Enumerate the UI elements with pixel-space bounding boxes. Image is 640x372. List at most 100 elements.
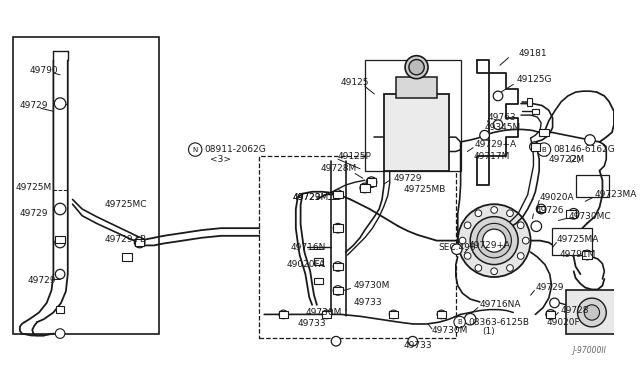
Circle shape	[530, 142, 539, 151]
Circle shape	[55, 237, 65, 248]
Bar	[365, 61, 461, 171]
Text: (1): (1)	[483, 327, 495, 336]
Circle shape	[333, 262, 343, 271]
Circle shape	[54, 98, 66, 109]
Circle shape	[464, 222, 471, 229]
Bar	[582, 251, 592, 259]
Text: SEC.490: SEC.490	[438, 243, 476, 252]
Bar	[259, 156, 456, 339]
Text: 49733: 49733	[298, 320, 326, 328]
Circle shape	[134, 237, 145, 248]
Text: J-97000II: J-97000II	[572, 346, 606, 355]
Bar	[537, 206, 545, 212]
Circle shape	[522, 237, 529, 244]
Circle shape	[333, 223, 343, 233]
Bar	[135, 239, 145, 246]
Circle shape	[409, 60, 424, 75]
Text: 49729: 49729	[535, 283, 564, 292]
Text: 08911-2062G: 08911-2062G	[205, 145, 266, 154]
Bar	[56, 306, 65, 313]
Bar	[532, 109, 539, 114]
Circle shape	[405, 56, 428, 79]
Circle shape	[475, 210, 482, 217]
Circle shape	[491, 268, 497, 275]
Text: <3>: <3>	[209, 155, 230, 164]
Text: 49020F: 49020F	[547, 318, 580, 327]
Text: 49125G: 49125G	[516, 75, 552, 84]
Text: (2): (2)	[568, 155, 580, 164]
Bar	[437, 311, 446, 318]
Circle shape	[585, 135, 595, 145]
Text: 49730M: 49730M	[432, 326, 468, 335]
Bar	[322, 311, 331, 318]
Circle shape	[546, 310, 556, 319]
Circle shape	[464, 253, 471, 259]
Bar	[360, 184, 369, 192]
Bar	[384, 94, 449, 171]
Text: 49723MA: 49723MA	[595, 190, 637, 199]
Circle shape	[332, 336, 341, 346]
Bar	[367, 178, 376, 186]
Circle shape	[322, 310, 331, 319]
Bar	[55, 236, 65, 244]
Circle shape	[507, 264, 513, 271]
Text: 49790: 49790	[29, 65, 58, 74]
Text: 49729+A: 49729+A	[468, 241, 511, 250]
Text: 49125: 49125	[341, 78, 369, 87]
Circle shape	[507, 210, 513, 217]
Bar	[333, 191, 343, 198]
Bar	[13, 36, 159, 334]
Bar	[539, 128, 548, 136]
Circle shape	[451, 244, 462, 254]
Circle shape	[517, 222, 524, 229]
Bar	[566, 210, 575, 218]
Text: 49730MC: 49730MC	[569, 212, 612, 221]
Circle shape	[577, 298, 606, 327]
Circle shape	[458, 204, 531, 277]
Text: 08146-6162G: 08146-6162G	[554, 145, 615, 154]
Text: 49725M: 49725M	[15, 183, 51, 192]
Bar	[396, 77, 436, 98]
Text: 49345M: 49345M	[484, 123, 521, 132]
Circle shape	[493, 120, 503, 129]
Text: 49125P: 49125P	[338, 152, 372, 161]
Circle shape	[493, 91, 503, 101]
Text: B: B	[458, 319, 462, 325]
Circle shape	[360, 183, 369, 193]
Text: 49729+A: 49729+A	[475, 140, 517, 149]
Text: 49717M: 49717M	[473, 152, 509, 161]
Circle shape	[531, 221, 541, 231]
Text: 49725MA: 49725MA	[556, 235, 599, 244]
Text: 49020A: 49020A	[539, 193, 574, 202]
Circle shape	[279, 310, 287, 319]
Circle shape	[459, 237, 466, 244]
Bar	[552, 228, 592, 255]
Circle shape	[475, 264, 482, 271]
Circle shape	[517, 253, 524, 259]
Circle shape	[55, 329, 65, 339]
Text: 49728M: 49728M	[321, 164, 357, 173]
Circle shape	[437, 310, 446, 319]
Bar	[314, 258, 323, 265]
Text: 49763: 49763	[488, 113, 516, 122]
Circle shape	[480, 131, 490, 140]
Text: 49733: 49733	[403, 340, 432, 350]
Bar	[122, 253, 132, 261]
Bar	[566, 291, 619, 334]
Text: 49728: 49728	[560, 306, 589, 315]
Text: 49716N: 49716N	[290, 243, 326, 252]
Bar	[333, 263, 343, 270]
Circle shape	[454, 316, 465, 328]
Text: 49729: 49729	[293, 193, 321, 202]
Text: 49730M: 49730M	[353, 281, 390, 290]
Text: 49791M: 49791M	[559, 250, 596, 260]
Text: 49716NA: 49716NA	[480, 300, 522, 309]
Text: 08363-6125B: 08363-6125B	[468, 318, 529, 327]
Circle shape	[483, 229, 506, 252]
Circle shape	[189, 143, 202, 156]
Circle shape	[333, 190, 343, 199]
Circle shape	[584, 305, 600, 320]
Text: 49729: 49729	[20, 101, 49, 110]
Circle shape	[55, 269, 65, 279]
Text: 49725MB: 49725MB	[403, 185, 445, 194]
